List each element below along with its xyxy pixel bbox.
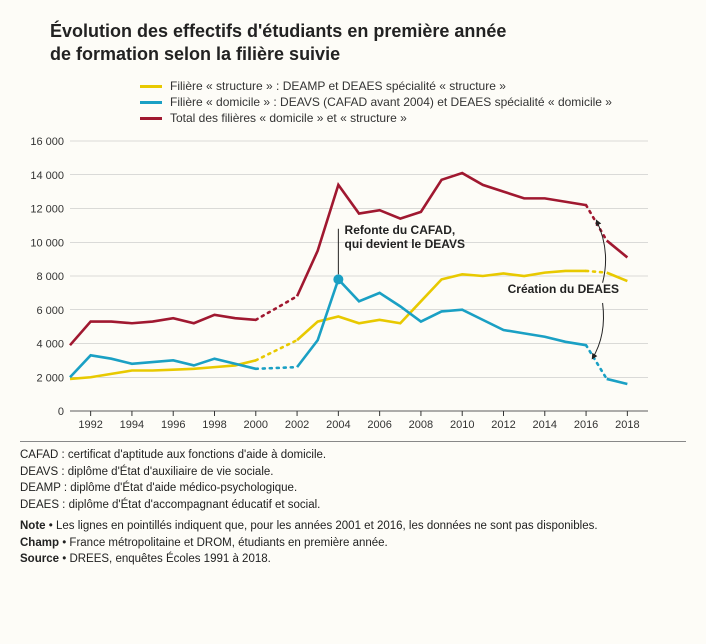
series-domicile (256, 367, 297, 369)
champ-text: France métropolitaine et DROM, étudiants… (69, 537, 387, 549)
series-total (586, 205, 607, 240)
annotation-text: qui devient le DEAVS (345, 237, 465, 251)
line-chart: 0 2 000 4 000 6 000 8 000 10 000 12 000 14 000 1… (20, 135, 660, 435)
annotation-text: Refonte du CAFAD, (345, 223, 456, 237)
series-domicile (607, 379, 628, 384)
y-tick-label: 2 000 (36, 372, 64, 384)
legend-label: Total des filières « domicile » et « str… (170, 111, 407, 125)
y-tick-label: 6 000 (36, 305, 64, 317)
legend-item: Filière « domicile » : DEAVS (CAFAD avan… (140, 95, 686, 109)
legend: Filière « structure » : DEAMP et DEAES s… (140, 79, 686, 125)
legend-swatch (140, 85, 162, 88)
x-tick-label: 2010 (450, 419, 474, 431)
chart-title: Évolution des effectifs d'étudiants en p… (50, 20, 686, 65)
title-line-2: de formation selon la filière suivie (50, 44, 340, 64)
y-tick-label: 4 000 (36, 339, 64, 351)
legend-item: Filière « structure » : DEAMP et DEAES s… (140, 79, 686, 93)
champ-label: Champ (20, 537, 59, 549)
series-structure (607, 273, 628, 281)
x-tick-label: 2000 (244, 419, 268, 431)
y-tick-label: 16 000 (30, 136, 64, 148)
glossary-line: CAFAD : certificat d'aptitude aux foncti… (20, 448, 686, 464)
bullet: • (62, 553, 66, 565)
note-label: Note (20, 520, 46, 532)
y-tick-label: 14 000 (30, 170, 64, 182)
marker-dot (333, 274, 343, 284)
series-total (70, 315, 256, 345)
x-tick-label: 2018 (615, 419, 639, 431)
x-tick-label: 1996 (161, 419, 185, 431)
bullet: • (49, 520, 53, 532)
bullet: • (62, 537, 66, 549)
legend-swatch (140, 101, 162, 104)
footnotes: CAFAD : certificat d'aptitude aux foncti… (20, 441, 686, 568)
x-tick-label: 2004 (326, 419, 350, 431)
series-structure (586, 271, 607, 273)
x-tick-label: 2014 (533, 419, 557, 431)
y-tick-label: 8 000 (36, 271, 64, 283)
glossary-line: DEAMP : diplôme d'État d'aide médico-psy… (20, 481, 686, 497)
x-tick-label: 1998 (202, 419, 226, 431)
y-tick-label: 0 (58, 406, 64, 418)
series-total (607, 241, 628, 258)
glossary-line: DEAES : diplôme d'État d'accompagnant éd… (20, 498, 686, 514)
annotation-text: Création du DEAES (508, 282, 619, 296)
x-tick-label: 2002 (285, 419, 309, 431)
x-tick-label: 1994 (120, 419, 144, 431)
chart-svg: 0 2 000 4 000 6 000 8 000 10 000 12 000 14 000 1… (20, 135, 660, 435)
legend-item: Total des filières « domicile » et « str… (140, 111, 686, 125)
series-structure (256, 340, 297, 360)
x-tick-label: 2008 (409, 419, 433, 431)
x-tick-label: 2006 (367, 419, 391, 431)
source-text: DREES, enquêtes Écoles 1991 à 2018. (69, 553, 270, 565)
annotation-arrow (592, 303, 603, 359)
title-line-1: Évolution des effectifs d'étudiants en p… (50, 21, 506, 41)
source-label: Source (20, 553, 59, 565)
y-tick-label: 10 000 (30, 237, 64, 249)
glossary-line: DEAVS : diplôme d'État d'auxiliaire de v… (20, 465, 686, 481)
series-total (256, 296, 297, 320)
legend-label: Filière « domicile » : DEAVS (CAFAD avan… (170, 95, 612, 109)
x-tick-label: 1992 (78, 419, 102, 431)
legend-label: Filière « structure » : DEAMP et DEAES s… (170, 79, 506, 93)
x-tick-label: 2016 (574, 419, 598, 431)
note-text: Les lignes en pointillés indiquent que, … (56, 520, 598, 532)
legend-swatch (140, 117, 162, 120)
y-tick-label: 12 000 (30, 204, 64, 216)
x-tick-label: 2012 (491, 419, 515, 431)
